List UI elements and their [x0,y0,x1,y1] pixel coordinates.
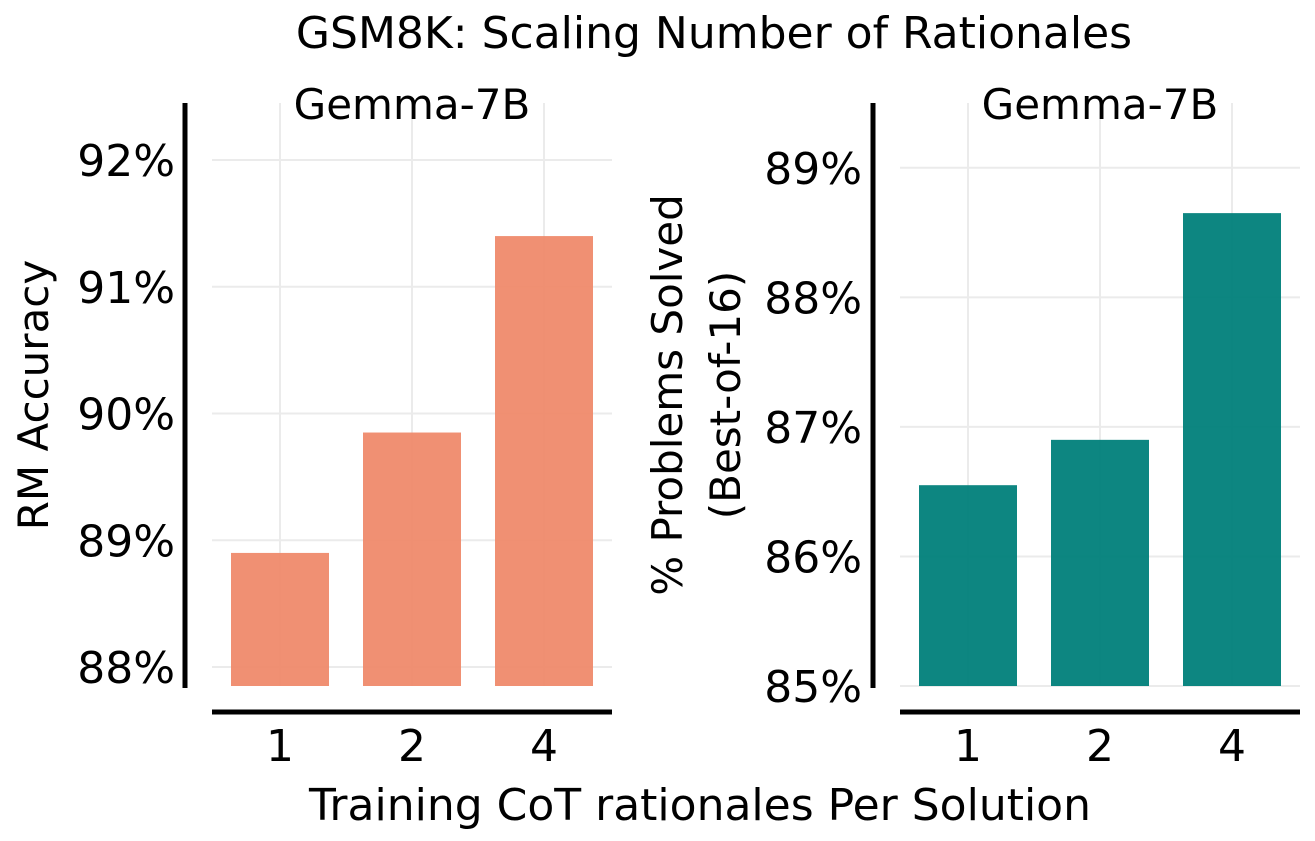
y-tick-label: 87% [764,403,862,454]
x-tick-label: 1 [266,721,294,772]
y-tick-label: 88% [764,273,862,324]
y-axis-label-line: % Problems Solved [643,194,692,596]
x-tick-label: 4 [530,721,558,772]
x-tick-label: 2 [1086,721,1114,772]
x-tick-label: 1 [954,721,982,772]
bar-2 [363,432,461,686]
bar-4 [1183,213,1281,686]
x-tick-label: 4 [1218,721,1246,772]
y-tick-label: 89% [77,516,175,567]
panel-2: 85% 86% 87% 88% 89% 1 2 4 Gemma-7B % Problems Sol… [643,80,1300,772]
y-axis-label: % Problems Solved (Best-of-16) [643,194,750,596]
y-tick-label: 86% [764,532,862,583]
panel-title: Gemma-7B [294,80,531,129]
y-tick-label: 90% [77,390,175,441]
x-tick-label: 2 [398,721,426,772]
panel-1: 88% 89% 90% 91% 92% 1 2 4 Gemma-7B RM Accuracy [9,80,612,772]
y-tick-label: 92% [77,136,175,187]
y-axis-label-line: (Best-of-16) [701,271,750,520]
panels: 88% 89% 90% 91% 92% 1 2 4 Gemma-7B RM Accuracy 85%… [9,80,1300,772]
y-tick-label: 89% [764,144,862,195]
panel-title: Gemma-7B [982,80,1219,129]
figure-title: GSM8K: Scaling Number of Rationales [296,8,1132,59]
y-tick-label: 85% [764,662,862,713]
bar-4 [495,236,593,686]
x-axis-label: Training CoT rationales Per Solution [308,780,1091,831]
y-tick-label: 91% [77,263,175,314]
y-tick-label: 88% [77,643,175,694]
bar-1 [231,552,329,686]
y-axis-label-line: RM Accuracy [9,260,58,531]
y-axis-label: RM Accuracy [9,260,58,531]
bar-2 [1051,439,1149,686]
bar-1 [919,485,1017,686]
